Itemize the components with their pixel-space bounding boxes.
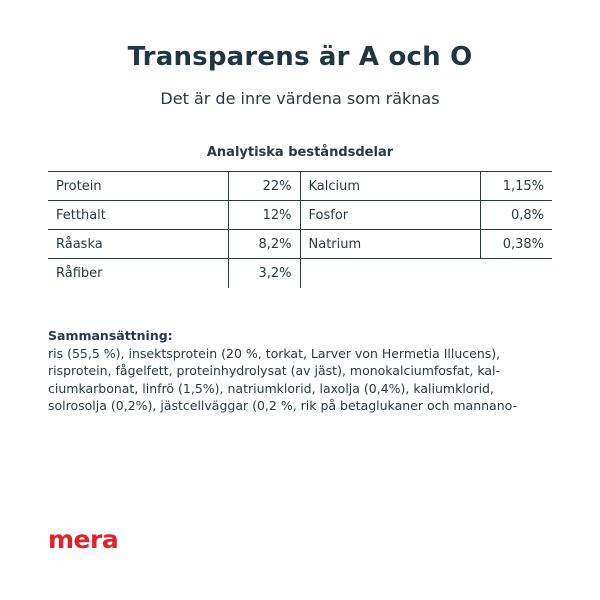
nutrient-name: Protein [48, 171, 229, 201]
nutrient-value: 1,15% [479, 171, 552, 201]
nutrient-name: Råaska [48, 229, 229, 259]
nutrient-table: Protein 22% Kalcium 1,15% Fetthalt 12% F… [48, 171, 552, 288]
table-row: Råaska 8,2% Natrium 0,38% [48, 229, 552, 259]
composition-title: Sammansättning: [48, 328, 173, 343]
page-title: Transparens är A och O [127, 42, 473, 72]
nutrient-value: 0,38% [479, 229, 552, 259]
table-row: Protein 22% Kalcium 1,15% [48, 171, 552, 201]
nutrient-name: Råfiber [48, 258, 229, 288]
table-row: Fetthalt 12% Fosfor 0,8% [48, 200, 552, 230]
composition-line: ciumkarbonat, linfrö (1,5%), natriumklor… [48, 380, 494, 396]
nutrient-value: 3,2% [227, 258, 301, 288]
nutrient-name: Fosfor [299, 200, 481, 230]
composition-line: solrosolja (0,2%), jästcellväggar (0,2 %… [48, 398, 518, 413]
nutrient-name: Kalcium [299, 171, 481, 201]
analysis-heading: Analytiska beståndsdelar [206, 145, 394, 160]
empty-cell [299, 258, 552, 288]
nutrient-value: 8,2% [227, 229, 301, 259]
nutrient-value: 12% [227, 200, 301, 230]
nutrient-value: 22% [227, 171, 301, 201]
mera-logo: mera [48, 525, 119, 554]
composition-line: ris (55,5 %), insektsprotein (20 %, tork… [48, 345, 501, 361]
nutrient-value: 0,8% [479, 200, 552, 230]
nutrient-name: Fetthalt [48, 200, 229, 230]
composition-line: risprotein, fågelfett, proteinhydrolysat… [48, 363, 501, 378]
composition-section: Sammansättning: ris (55,5 %), insektspro… [48, 327, 558, 415]
page-subtitle: Det är de inre värdena som räknas [160, 89, 440, 108]
table-row: Råfiber 3,2% [48, 258, 552, 288]
nutrient-name: Natrium [299, 229, 481, 259]
